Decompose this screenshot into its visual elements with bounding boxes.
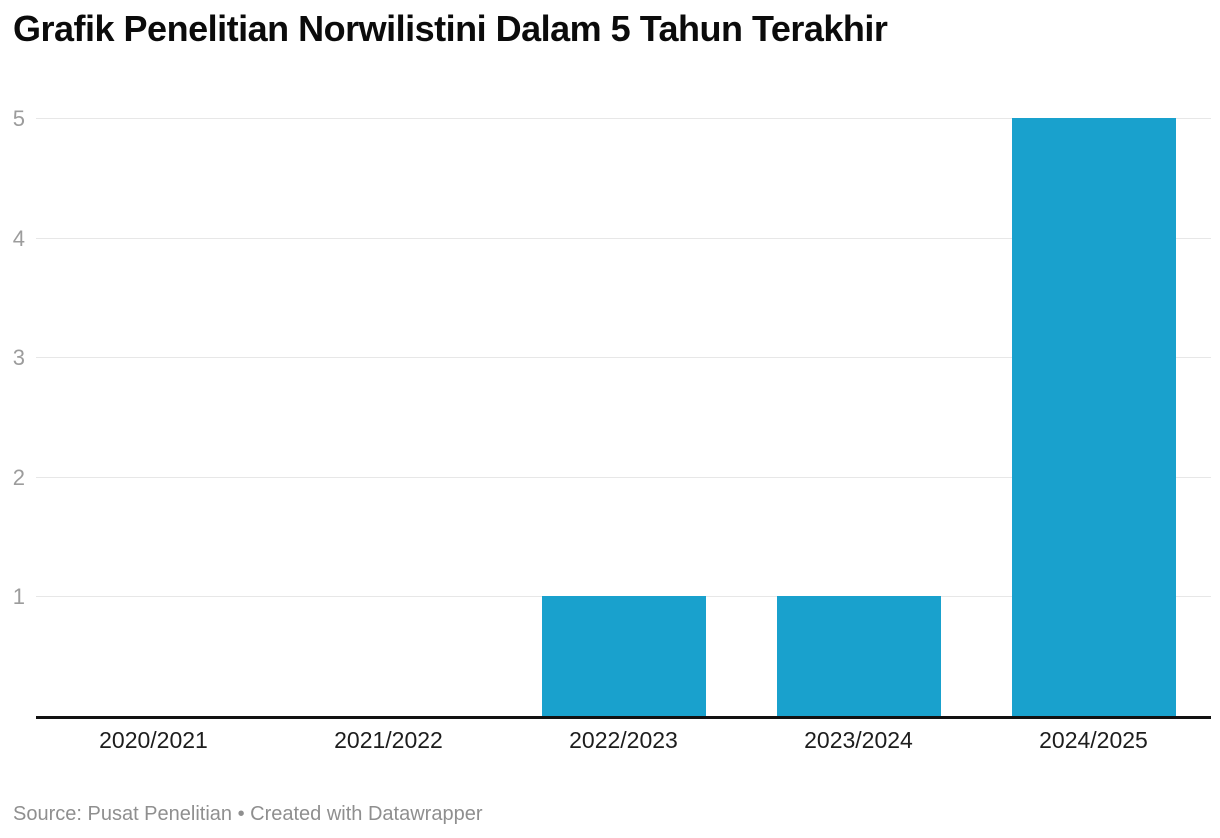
y-gridline-3 — [36, 357, 1211, 358]
y-gridline-2 — [36, 477, 1211, 478]
x-tick-label-2024-2025: 2024/2025 — [1039, 727, 1148, 753]
y-tick-label-3: 3 — [12, 345, 25, 370]
chart-title: Grafik Penelitian Norwilistini Dalam 5 T… — [13, 8, 888, 49]
y-tick-label-5: 5 — [12, 106, 25, 131]
y-tick-label-4: 4 — [12, 226, 25, 251]
bar-2023-2024[interactable] — [777, 596, 941, 716]
x-tick-label-2023-2024: 2023/2024 — [804, 727, 913, 753]
bar-2024-2025[interactable] — [1012, 118, 1176, 716]
y-tick-label-1: 1 — [12, 584, 25, 609]
chart-source-attribution: Source: Pusat Penelitian • Created with … — [13, 803, 483, 825]
x-tick-label-2022-2023: 2022/2023 — [569, 727, 678, 753]
y-gridline-5 — [36, 118, 1211, 119]
x-axis-line — [36, 716, 1211, 719]
y-tick-label-2: 2 — [12, 465, 25, 490]
x-tick-label-2021-2022: 2021/2022 — [334, 727, 443, 753]
bar-2022-2023[interactable] — [542, 596, 706, 716]
y-gridline-4 — [36, 238, 1211, 239]
x-tick-label-2020-2021: 2020/2021 — [99, 727, 208, 753]
